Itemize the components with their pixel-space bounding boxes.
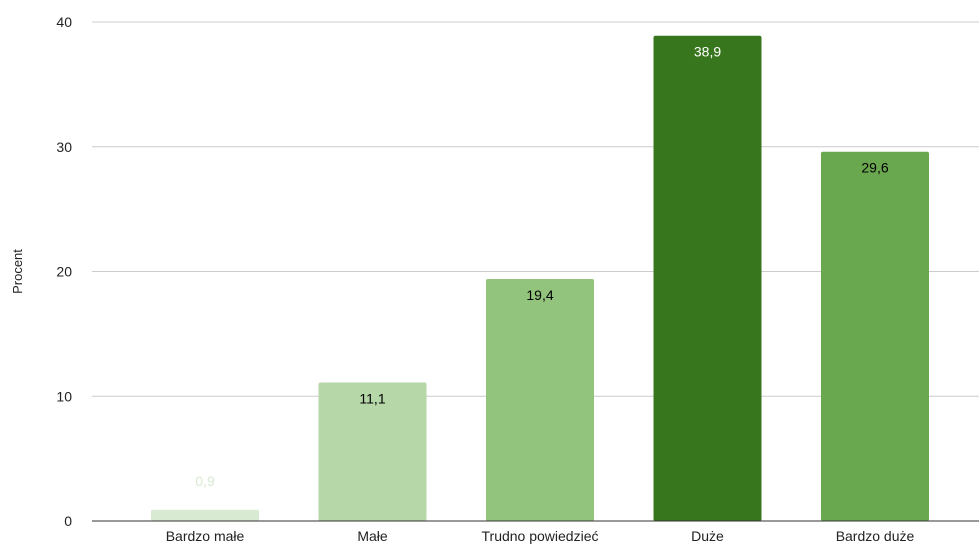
y-axis-label: Procent	[10, 249, 25, 294]
x-tick-label: Bardzo małe	[166, 528, 245, 544]
y-tick-label: 0	[64, 513, 72, 529]
data-label: 0,9	[195, 473, 215, 489]
bar	[151, 509, 259, 521]
y-axis-ticks: 0 10 20 30 40	[56, 14, 72, 529]
data-labels: 0,9 11,1 19,4 38,9 29,6	[195, 44, 889, 489]
x-tick-label: Małe	[357, 528, 388, 544]
y-tick-label: 40	[56, 14, 72, 30]
y-tick-label: 20	[56, 264, 72, 280]
data-label: 29,6	[861, 160, 888, 176]
x-tick-label: Duże	[691, 528, 724, 544]
data-label: 19,4	[526, 287, 553, 303]
bar	[821, 151, 929, 522]
bar	[486, 278, 594, 521]
x-tick-label: Bardzo duże	[836, 528, 915, 544]
y-tick-label: 10	[56, 388, 72, 404]
bar	[318, 382, 427, 521]
data-label: 11,1	[359, 391, 385, 407]
bars	[151, 35, 929, 522]
x-axis-ticks: Bardzo małe Małe Trudno powiedzieć Duże Bard…	[166, 528, 915, 544]
bar	[653, 35, 762, 521]
data-label: 38,9	[694, 44, 721, 60]
x-tick-label: Trudno powiedzieć	[482, 528, 599, 544]
y-tick-label: 30	[56, 139, 72, 155]
